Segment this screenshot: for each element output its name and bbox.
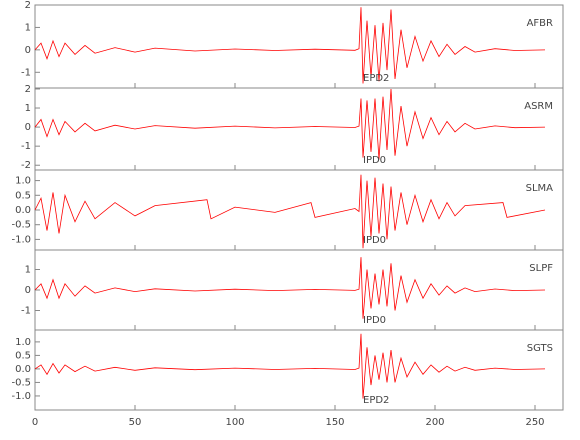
station-label: SGTS xyxy=(527,343,553,354)
phase-label: IPD0 xyxy=(363,235,386,246)
waveform xyxy=(34,257,546,319)
y-tick-label: -1 xyxy=(21,306,31,317)
y-tick-label: -1 xyxy=(21,141,31,152)
panel-frame xyxy=(34,169,564,251)
x-tick-label: 150 xyxy=(325,417,344,428)
y-tick-label: -0.5 xyxy=(11,220,31,231)
x-tick-label: 50 xyxy=(129,417,142,428)
y-tick-label: 0.0 xyxy=(15,205,31,216)
station-label: AFBR xyxy=(527,18,553,29)
y-tick-label: 0 xyxy=(25,122,31,133)
y-tick-label: 1.0 xyxy=(15,176,31,187)
y-tick-label: 1 xyxy=(25,22,31,33)
y-tick-label: -1 xyxy=(21,67,31,78)
y-tick-label: -0.5 xyxy=(11,377,31,388)
y-tick-label: 1 xyxy=(25,103,31,114)
x-tick-label: 250 xyxy=(525,417,544,428)
y-tick-label: 0.5 xyxy=(15,350,31,361)
waveform xyxy=(34,174,546,249)
y-tick-label: 0.5 xyxy=(15,190,31,201)
y-tick-label: 0.0 xyxy=(15,364,31,375)
panel-frame xyxy=(34,329,564,411)
y-tick-label: 1.0 xyxy=(15,337,31,348)
y-tick-label: -1.0 xyxy=(11,234,31,245)
waveform xyxy=(34,333,546,399)
station-label: SLPF xyxy=(529,263,553,274)
phase-label: IPD0 xyxy=(363,155,386,166)
x-tick-label: 100 xyxy=(225,417,244,428)
x-tick-label: 0 xyxy=(32,417,38,428)
phase-label: EPD2 xyxy=(363,395,389,406)
waveform xyxy=(34,7,546,84)
waveform xyxy=(34,88,546,160)
phase-label: IPD0 xyxy=(363,315,386,326)
y-tick-label: 1 xyxy=(25,264,31,275)
station-label: ASRM xyxy=(524,101,553,112)
y-tick-label: 0 xyxy=(25,285,31,296)
y-tick-label: 2 xyxy=(25,84,31,95)
phase-label: EPD2 xyxy=(363,73,389,84)
y-tick-label: -1.0 xyxy=(11,391,31,402)
y-tick-label: 0 xyxy=(25,45,31,56)
panel-frame xyxy=(34,87,564,171)
y-tick-label: 2 xyxy=(25,0,31,11)
station-label: SLMA xyxy=(526,183,554,194)
panel-frame xyxy=(34,4,564,89)
x-tick-label: 200 xyxy=(425,417,444,428)
y-tick-label: -2 xyxy=(21,160,31,171)
